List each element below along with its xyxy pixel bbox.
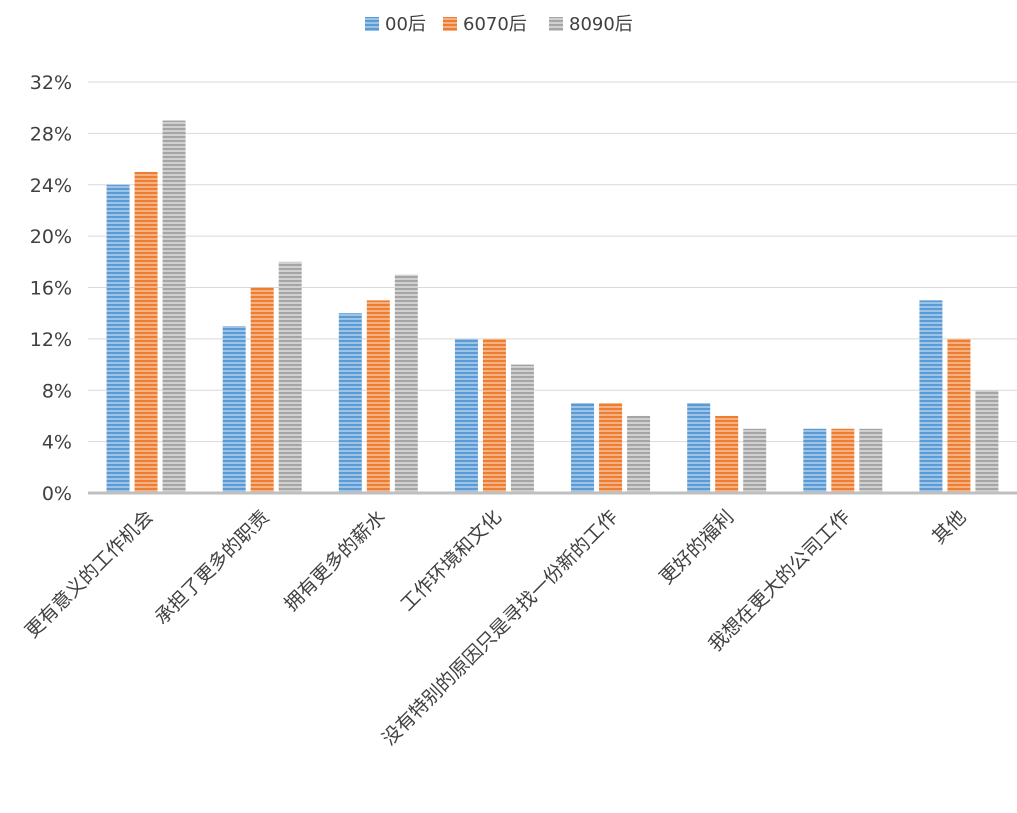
bar: [859, 428, 883, 493]
y-tick-label: 24%: [30, 175, 72, 197]
bar: [162, 120, 186, 493]
y-tick-label: 8%: [42, 380, 72, 402]
x-tick-label: 承担了更多的职责: [151, 506, 274, 629]
y-tick-label: 20%: [30, 226, 72, 248]
bar: [715, 415, 739, 493]
legend-label: 8090后: [569, 14, 633, 35]
bar: [482, 338, 506, 493]
bar: [366, 300, 390, 493]
bar: [106, 184, 130, 493]
legend-swatch: [549, 17, 563, 31]
y-tick-label: 16%: [30, 278, 72, 300]
legend: 00后 6070后 8090后: [365, 14, 633, 35]
y-tick-label: 12%: [30, 329, 72, 351]
bar: [510, 364, 534, 493]
x-tick-label: 工作环境和文化: [396, 506, 506, 616]
bar: [627, 415, 651, 493]
y-tick-label: 28%: [30, 123, 72, 145]
x-tick-label: 拥有更多的薪水: [280, 506, 390, 616]
bar: [803, 428, 827, 493]
y-tick-label: 4%: [42, 432, 72, 454]
bars: [106, 120, 999, 493]
legend-swatch: [365, 17, 379, 31]
bar: [919, 300, 943, 493]
bar: [571, 403, 595, 493]
bar: [278, 261, 302, 493]
bar: [743, 428, 767, 493]
bar: [394, 274, 418, 493]
bar: [599, 403, 623, 493]
x-tick-label: 更好的福利: [655, 506, 738, 589]
bar: [947, 338, 971, 493]
x-tick-label: 其他: [928, 506, 970, 548]
y-tick-label: 0%: [42, 483, 72, 505]
bar: [134, 171, 158, 493]
x-tick-label: 没有特别的原因只是寻找一份新的工作: [378, 506, 622, 750]
bar: [975, 390, 999, 493]
bar: [454, 338, 478, 493]
legend-swatch: [443, 17, 457, 31]
bar: [831, 428, 855, 493]
legend-label: 00后: [385, 14, 426, 35]
bar: [222, 326, 246, 493]
y-axis: 0% 4% 8% 12% 16% 20% 24% 28% 32%: [30, 72, 72, 505]
x-tick-label: 更有意义的工作机会: [21, 506, 157, 642]
y-tick-label: 32%: [30, 72, 72, 94]
legend-label: 6070后: [463, 14, 527, 35]
bar: [250, 287, 274, 493]
bar: [338, 313, 362, 493]
bar: [687, 403, 711, 493]
